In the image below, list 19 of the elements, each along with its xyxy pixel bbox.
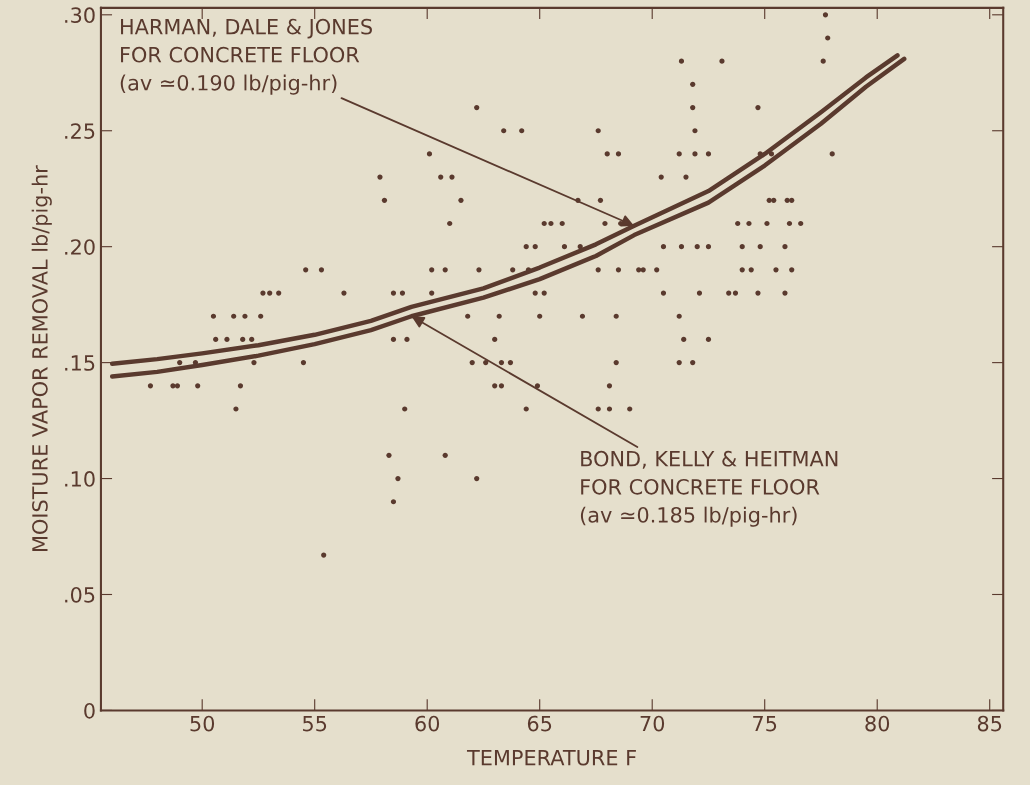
x-tick-label: 80 (865, 715, 890, 732)
x-tick-label: 50 (190, 715, 215, 732)
x-tick-label: 55 (303, 715, 327, 732)
y-tick-label: 0 (84, 702, 95, 719)
y-tick-label: .10 (65, 471, 95, 487)
x-tick-label: 70 (640, 715, 665, 732)
x-tick-label: 85 (977, 715, 1002, 732)
y-tick-label: .20 (65, 239, 95, 255)
y-tick-label: .25 (65, 123, 95, 139)
x-tick-label: 75 (753, 715, 777, 732)
x-tick-label: 60 (415, 715, 440, 732)
x-tick-label: 65 (527, 715, 552, 732)
annotation: BOND, KELLY & HEITMAN FOR CONCRETE FLOOR (av ≃0.185 lb/pig-hr) (580, 450, 838, 527)
y-tick-label: .30 (65, 7, 95, 24)
x-axis-title: TEMPERATURE F (466, 749, 636, 766)
y-tick-label: .05 (65, 586, 95, 603)
y-tick-label: .15 (65, 355, 95, 371)
y-axis-title: MOISTURE VAPOR REMOVAL lb/pig-hr (31, 165, 52, 551)
annotation: HARMAN, DALE & JONES FOR CONCRETE FLOOR (av ≃0.190 lb/pig-hr) (120, 18, 372, 95)
